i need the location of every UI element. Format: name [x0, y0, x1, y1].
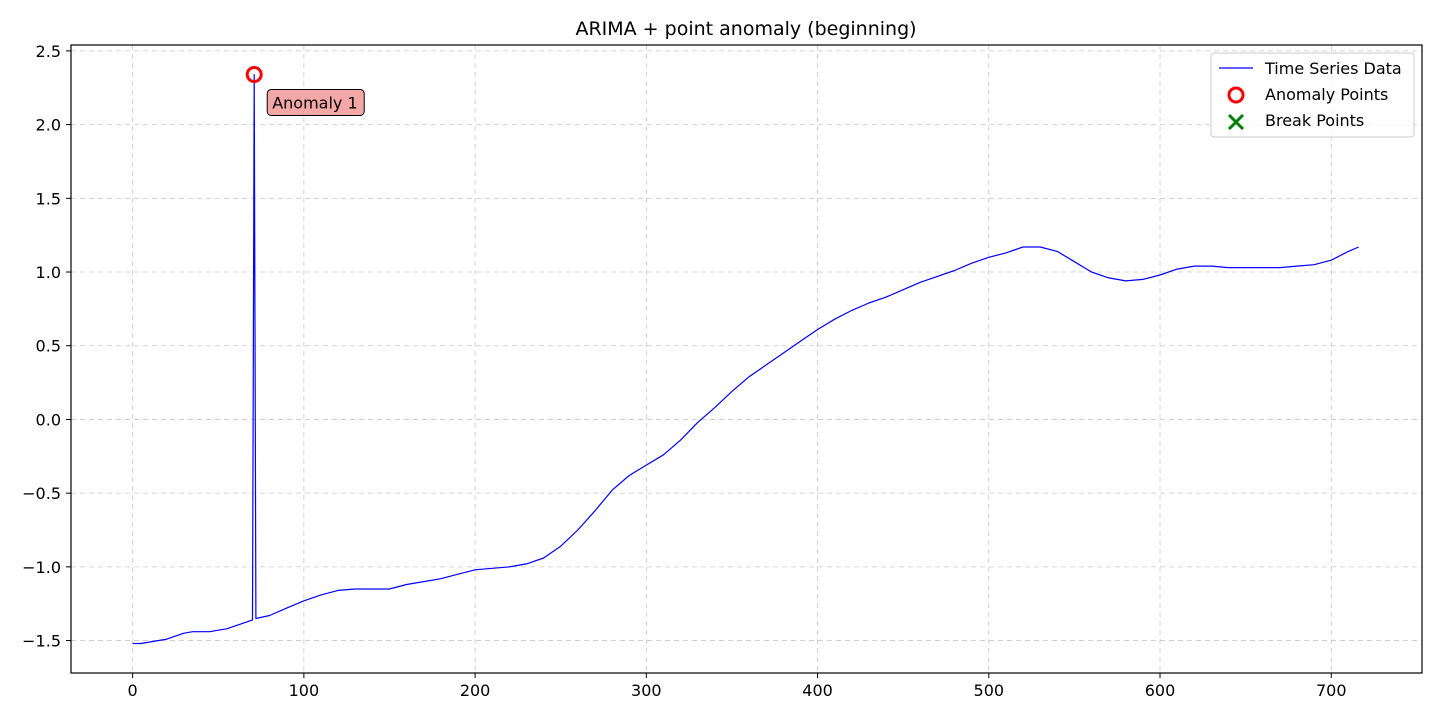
anomaly-point [245, 65, 263, 83]
legend: Time Series Data Anomaly Points Break Po… [1210, 52, 1415, 138]
y-tick-label: −0.5 [22, 484, 61, 503]
legend-x-icon [1227, 113, 1245, 131]
legend-box [1210, 52, 1415, 138]
x-tick-label: 500 [974, 681, 1005, 700]
y-tick-label: 0.5 [36, 337, 61, 356]
legend-label-break: Break Points [1265, 111, 1364, 130]
legend-circle-icon [1227, 86, 1245, 104]
chart-title: ARIMA + point anomaly (beginning) [575, 18, 916, 40]
y-tick-label: −1.5 [22, 632, 61, 651]
y-tick-label: −1.0 [22, 558, 61, 577]
annotation-layer: Anomaly 1 [266, 88, 365, 116]
y-tick-label: 2.5 [36, 42, 61, 61]
y-tick-label: 1.5 [36, 189, 61, 208]
series-line [132, 73, 1359, 645]
line-layer [132, 73, 1359, 645]
y-tick-label: 2.0 [36, 116, 61, 135]
x-tick-label: 0 [128, 681, 138, 700]
y-tick-label: 0.0 [36, 410, 61, 429]
annotation-label: Anomaly 1 [272, 93, 357, 112]
grid [71, 45, 1422, 673]
marker-layer [245, 65, 263, 83]
x-axis: 0 100 200 300 400 500 600 700 [128, 673, 1347, 700]
legend-label-anomaly: Anomaly Points [1265, 85, 1388, 104]
y-tick-label: 1.0 [36, 263, 61, 282]
x-tick-label: 300 [631, 681, 662, 700]
annotation-box [266, 88, 365, 116]
x-tick-label: 200 [460, 681, 491, 700]
x-tick-label: 400 [802, 681, 833, 700]
x-tick-label: 600 [1145, 681, 1176, 700]
x-tick-label: 700 [1316, 681, 1347, 700]
plot-frame [70, 44, 1423, 674]
y-axis: −1.5 −1.0 −0.5 0.0 0.5 1.0 1.5 2.0 2.5 [22, 42, 71, 651]
legend-label-series: Time Series Data [1264, 59, 1402, 78]
x-tick-label: 100 [289, 681, 320, 700]
